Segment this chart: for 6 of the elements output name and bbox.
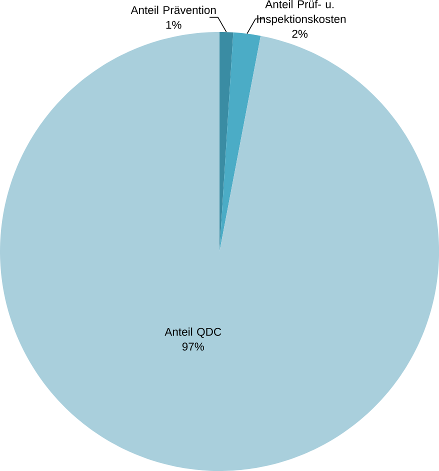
data-label: 1% bbox=[166, 20, 182, 29]
data-label: 97% bbox=[182, 342, 204, 351]
slice-label: Anteil Prävention bbox=[130, 6, 216, 14]
data-label: 2% bbox=[292, 30, 308, 38]
slice-label: Anteil Prüf- u. Inspektionskosten bbox=[257, 0, 346, 26]
slice-label: Anteil QDC bbox=[164, 328, 222, 338]
